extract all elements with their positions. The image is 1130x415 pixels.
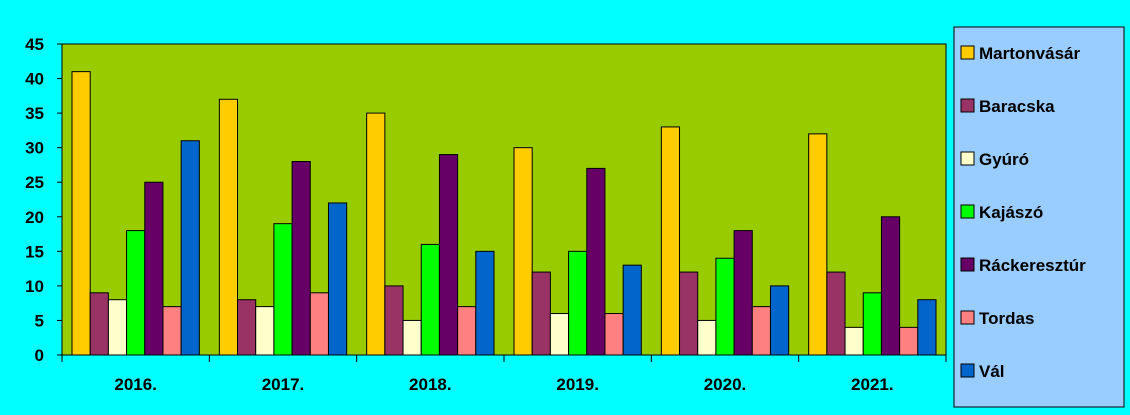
bars [71, 71, 937, 356]
bar [715, 257, 735, 356]
bar [327, 202, 348, 356]
legend-label: Tordas [979, 309, 1034, 328]
y-tick-label: 35 [25, 104, 44, 123]
bar [844, 326, 864, 356]
x-tick-label: 2020. [704, 375, 747, 394]
bar [862, 292, 882, 356]
legend-swatch [960, 257, 975, 272]
bar [826, 271, 846, 356]
legend-label: Martonvásár [979, 44, 1080, 63]
bar [531, 271, 551, 356]
bar [162, 306, 182, 356]
bar [880, 216, 901, 356]
legend-swatch [960, 204, 975, 219]
bar [568, 250, 588, 356]
legend-swatch [960, 45, 975, 60]
y-tick-label: 15 [25, 242, 44, 261]
bar [126, 230, 146, 356]
bar [899, 326, 919, 356]
bar [218, 98, 239, 356]
x-tick-label: 2019. [556, 375, 599, 394]
y-tick-label: 40 [25, 70, 44, 89]
bar [438, 154, 459, 356]
bar [697, 319, 717, 356]
bar [733, 230, 753, 356]
bar [622, 264, 642, 356]
bar [89, 292, 109, 356]
legend-box [953, 26, 1125, 408]
y-tick-label: 45 [25, 35, 44, 54]
legend-label: Kajászó [979, 203, 1043, 222]
bar [71, 71, 91, 356]
legend-swatch [960, 151, 975, 166]
y-tick-label: 20 [25, 208, 44, 227]
bar [513, 147, 533, 356]
bar [586, 167, 606, 356]
bar [309, 292, 329, 356]
legend-label: Vál [979, 362, 1005, 381]
bar [769, 285, 790, 356]
bar [917, 299, 937, 356]
y-tick-label: 10 [25, 277, 44, 296]
bar [549, 313, 570, 356]
x-tick-label: 2018. [409, 375, 452, 394]
legend-label: Gyúró [979, 150, 1029, 169]
bar [604, 313, 624, 356]
legend: Martonvásár Baracska Gyúró Kajászó Ráckeresz… [953, 26, 1125, 408]
legend-label: Baracska [979, 97, 1055, 116]
bar [457, 306, 477, 356]
bar [144, 181, 164, 356]
bar [808, 133, 828, 356]
y-tick-label: 25 [25, 173, 44, 192]
bar [660, 126, 681, 356]
legend-swatch [960, 363, 975, 378]
x-tick-label: 2021. [851, 375, 894, 394]
legend-swatch [960, 310, 975, 325]
bar [475, 250, 495, 356]
plot-area [61, 43, 947, 356]
bar [751, 306, 771, 356]
bar [107, 299, 128, 356]
bar [384, 285, 404, 356]
bar [237, 299, 257, 356]
y-axis: 0 5 10 15 20 25 30 35 40 45 [25, 35, 63, 365]
bar [255, 306, 275, 356]
x-axis: 2016. 2017. 2018. 2019. 2020. 2021. [61, 354, 947, 394]
x-tick-label: 2016. [114, 375, 157, 394]
bar [273, 223, 293, 356]
bar [420, 243, 440, 356]
bar [402, 319, 422, 356]
y-tick-label: 0 [35, 346, 44, 365]
y-tick-label: 5 [35, 311, 44, 330]
bar [366, 112, 386, 356]
y-tick-label: 30 [25, 139, 44, 158]
legend-swatch [960, 98, 975, 113]
x-tick-label: 2017. [262, 375, 305, 394]
legend-label: Ráckeresztúr [979, 256, 1086, 275]
bar [679, 271, 699, 356]
bar [291, 160, 311, 356]
bar [180, 140, 200, 356]
